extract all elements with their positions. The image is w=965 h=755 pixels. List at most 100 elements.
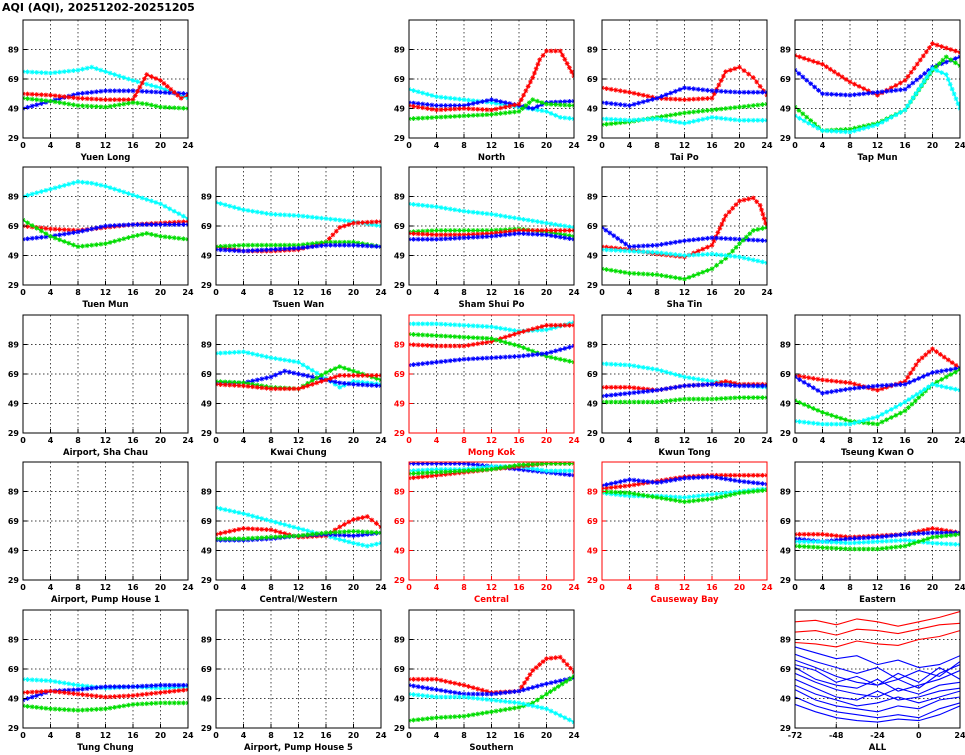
x-tick-label: 12 xyxy=(679,583,690,592)
y-tick-label: 29 xyxy=(780,576,792,585)
x-tick-label: 16 xyxy=(706,583,718,592)
x-tick-label: 8 xyxy=(654,583,660,592)
x-tick-label: 24 xyxy=(761,288,773,297)
x-tick-label: 20 xyxy=(155,288,167,297)
y-tick-label: 29 xyxy=(587,429,599,438)
y-tick-label: 89 xyxy=(8,193,20,202)
y-tick-label: 49 xyxy=(201,252,213,261)
series-markers-blue xyxy=(23,222,188,242)
x-tick-label: 20 xyxy=(927,436,939,445)
x-tick-label: 0 xyxy=(599,436,605,445)
x-tick-label: 12 xyxy=(100,731,111,740)
series-markers-red xyxy=(409,228,574,238)
x-tick-label: 24 xyxy=(761,583,773,592)
x-tick-label: 0 xyxy=(599,141,605,150)
y-tick-label: 49 xyxy=(780,695,792,704)
chart-title: Tai Po xyxy=(670,153,699,163)
y-tick-label: 69 xyxy=(8,517,20,526)
series-markers-red xyxy=(409,48,574,113)
chart-title: Sha Tin xyxy=(667,300,703,310)
x-tick-label: 8 xyxy=(461,436,467,445)
series-markers-red xyxy=(23,687,188,700)
x-tick-label: 8 xyxy=(654,436,660,445)
y-tick-label: 29 xyxy=(8,429,20,438)
x-tick-label: 4 xyxy=(434,141,440,150)
chart-panel-airport-pump-house-5: 0 4 8 12 16 20 24 29 49 69 89 Airport, Pump House 5 xyxy=(201,609,387,753)
x-tick-label: 12 xyxy=(872,583,883,592)
x-tick-label: 12 xyxy=(679,436,690,445)
x-tick-label: 20 xyxy=(348,731,360,740)
series-line-all_red xyxy=(795,610,960,627)
series-line-all_blue xyxy=(795,689,960,713)
x-tick-label: 24 xyxy=(568,141,580,150)
y-tick-label: 29 xyxy=(394,134,406,143)
y-tick-label: 89 xyxy=(780,46,792,55)
chart-title: Airport, Pump House 5 xyxy=(244,743,353,753)
series-group xyxy=(23,64,188,111)
series-markers-blue xyxy=(216,242,381,254)
series-markers-cyan xyxy=(602,247,767,266)
chart-panel-causeway-bay: 0 4 8 12 16 20 24 29 49 69 89 Causeway Bay xyxy=(587,461,773,605)
y-tick-label: 89 xyxy=(201,636,213,645)
x-tick-label: 16 xyxy=(127,583,139,592)
series-markers-blue xyxy=(409,675,574,697)
chart-panel-eastern: 0 4 8 12 16 20 24 29 49 69 89 Eastern xyxy=(780,461,965,605)
series-group xyxy=(409,201,574,242)
x-tick-label: 12 xyxy=(679,141,690,150)
y-tick-label: 69 xyxy=(201,665,213,674)
series-markers-green xyxy=(23,700,188,713)
x-tick-label: 24 xyxy=(568,731,580,740)
x-tick-label: 16 xyxy=(320,583,332,592)
x-tick-label: 0 xyxy=(20,583,26,592)
series-markers-green xyxy=(409,97,574,122)
y-tick-label: 69 xyxy=(201,517,213,526)
y-tick-label: 89 xyxy=(394,193,406,202)
x-tick-label: 0 xyxy=(213,583,219,592)
x-tick-label: 16 xyxy=(513,583,525,592)
chart-title: Airport, Sha Chau xyxy=(63,448,148,458)
x-tick-label: 16 xyxy=(706,436,718,445)
x-tick-label: 8 xyxy=(268,436,274,445)
y-tick-label: 49 xyxy=(8,695,20,704)
series-markers-blue xyxy=(602,85,767,108)
x-tick-label: 0 xyxy=(20,141,26,150)
x-tick-label: 12 xyxy=(293,288,304,297)
x-tick-label: 16 xyxy=(513,288,525,297)
chart-title: Tap Mun xyxy=(857,153,897,163)
series-group xyxy=(216,200,381,254)
x-tick-label: 20 xyxy=(155,141,167,150)
x-tick-label: 8 xyxy=(461,141,467,150)
y-tick-label: 49 xyxy=(587,252,599,261)
y-tick-label: 69 xyxy=(780,370,792,379)
x-tick-label: 24 xyxy=(182,288,194,297)
x-tick-label: 4 xyxy=(627,583,633,592)
x-tick-label: 12 xyxy=(486,583,497,592)
series-group xyxy=(602,361,767,405)
x-tick-label: 12 xyxy=(100,141,111,150)
x-tick-label: 8 xyxy=(461,583,467,592)
x-tick-label: 0 xyxy=(406,731,412,740)
chart-panel-central: 0 4 8 12 16 20 24 29 49 69 89 Central xyxy=(394,461,580,605)
y-tick-label: 49 xyxy=(394,400,406,409)
y-tick-label: 29 xyxy=(587,134,599,143)
x-tick-label: 4 xyxy=(241,436,247,445)
x-tick-label: 24 xyxy=(375,288,387,297)
y-tick-label: 69 xyxy=(394,665,406,674)
x-tick-label: 20 xyxy=(541,141,553,150)
x-tick-label: 24 xyxy=(182,583,194,592)
x-tick-label: 16 xyxy=(127,436,139,445)
x-tick-label: -72 xyxy=(788,731,802,740)
y-tick-label: 49 xyxy=(587,547,599,556)
x-tick-label: 20 xyxy=(734,583,746,592)
y-tick-label: 89 xyxy=(201,341,213,350)
chart-title: Mong Kok xyxy=(468,448,516,458)
y-tick-label: 29 xyxy=(8,281,20,290)
chart-panel-sham-shui-po: 0 4 8 12 16 20 24 29 49 69 89 Sham Shui Po xyxy=(394,166,580,310)
chart-panel-tai-po: 0 4 8 12 16 20 24 29 49 69 89 Tai Po xyxy=(587,19,773,163)
series-markers-blue xyxy=(409,343,574,368)
y-tick-label: 69 xyxy=(394,75,406,84)
x-tick-label: 20 xyxy=(155,436,167,445)
y-tick-label: 89 xyxy=(8,636,20,645)
y-tick-label: 89 xyxy=(587,193,599,202)
x-tick-label: 16 xyxy=(513,141,525,150)
